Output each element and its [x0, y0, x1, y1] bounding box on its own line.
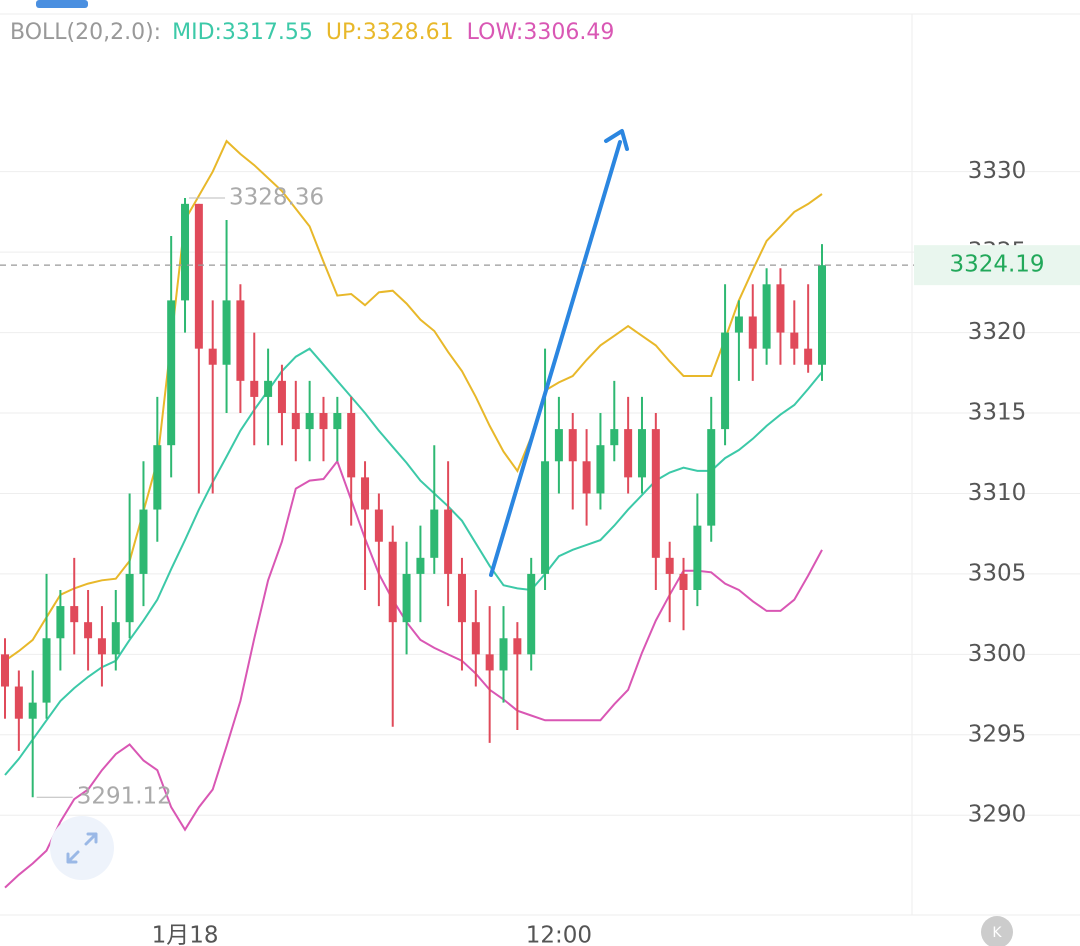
band-line [4, 459, 823, 889]
candle-body [42, 638, 51, 703]
legend: BOLL(20,2.0): MID:3317.55 UP:3328.61 LOW… [10, 20, 614, 45]
candle-body [651, 429, 660, 558]
candle-body [305, 413, 314, 430]
candle-body [568, 429, 577, 462]
y-tick-label: 3310 [968, 480, 1027, 506]
candle-body [610, 429, 619, 446]
candle-body [527, 573, 536, 655]
candles [1, 198, 826, 798]
legend-entry: LOW:3306.49 [467, 20, 615, 45]
candle-body [582, 461, 591, 494]
candle-body [499, 638, 508, 671]
candle-body [430, 509, 439, 558]
candle-body [790, 332, 799, 349]
y-tick-label: 3315 [968, 400, 1027, 426]
candle-body [125, 573, 134, 623]
candle-body [776, 284, 785, 333]
candle-body [665, 557, 674, 574]
candle-body [637, 429, 646, 478]
candle-body [457, 573, 466, 623]
candle-body [14, 686, 23, 719]
candle-body [374, 509, 383, 542]
candle-body [707, 429, 716, 526]
candle-body [624, 429, 633, 478]
legend-entry: MID:3317.55 [172, 20, 313, 45]
y-tick-label: 3305 [968, 560, 1027, 586]
candle-body [97, 638, 106, 655]
candle-body [319, 413, 328, 430]
candle-body [347, 413, 356, 478]
candle-body [153, 445, 162, 510]
legend-entry: UP:3328.61 [326, 20, 454, 45]
extreme-label: 3291.12 [77, 784, 172, 810]
candle-body [734, 316, 743, 333]
candle-body [167, 300, 176, 446]
candle-body [721, 332, 730, 430]
candle-body [388, 541, 397, 623]
last-price-label: 3324.19 [949, 252, 1044, 278]
candle-body [264, 380, 273, 397]
candle-body [28, 702, 37, 719]
candle-body [361, 477, 370, 510]
expand-button[interactable] [50, 816, 114, 880]
y-tick-label: 3300 [968, 641, 1027, 667]
candle-body [513, 638, 522, 655]
legend-title: BOLL(20,2.0): [10, 20, 161, 45]
trend-arrow [489, 129, 629, 577]
candle-body [181, 203, 190, 301]
y-tick-label: 3290 [968, 802, 1027, 828]
band-line [4, 347, 823, 776]
candle-body [139, 509, 148, 574]
candle-body [111, 622, 120, 655]
candle-body [541, 461, 550, 574]
candle-body [208, 348, 217, 365]
candle-body [291, 413, 300, 430]
x-tick-label: 12:00 [526, 923, 592, 946]
candle-body [748, 316, 757, 349]
candle-body [693, 525, 702, 590]
candle-body [236, 300, 245, 381]
y-tick-label: 3330 [968, 158, 1027, 184]
candle-body [804, 348, 813, 365]
candle-body [194, 203, 203, 349]
candle-body [596, 445, 605, 494]
candle-body [762, 284, 771, 349]
candle-body [333, 413, 342, 430]
last-price-box [914, 245, 1080, 286]
k-button[interactable]: K [981, 916, 1013, 946]
y-tick-label: 3295 [968, 721, 1027, 747]
candle-body [250, 380, 259, 397]
candle-body [56, 606, 65, 639]
tab-indicator [36, 0, 88, 8]
candle-body [818, 265, 826, 365]
svg-text:K: K [992, 925, 1002, 941]
bands [4, 139, 823, 889]
candle-body [416, 557, 425, 574]
candle-body [444, 509, 453, 574]
candle-body [84, 622, 93, 639]
y-tick-label: 3320 [968, 319, 1027, 345]
candle-body [277, 380, 286, 414]
candle-body [402, 573, 411, 623]
x-tick-label: 1月18 [152, 923, 219, 946]
candle-body [471, 622, 480, 655]
labels: 3290329533003305331033153320332533301月18… [0, 158, 1080, 946]
candle-body [70, 606, 79, 623]
candle-body [485, 654, 494, 671]
extreme-label: 3328.36 [229, 185, 324, 211]
candle-body [1, 654, 9, 687]
candle-body [222, 300, 231, 365]
candle-body [554, 429, 563, 462]
candle-body [679, 573, 688, 590]
